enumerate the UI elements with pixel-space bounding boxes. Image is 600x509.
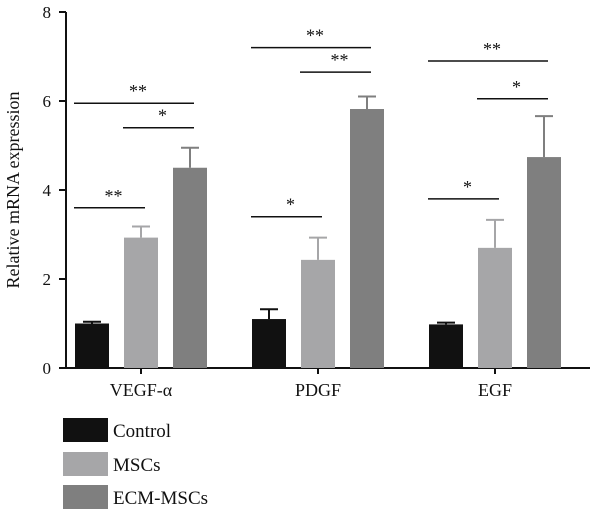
bar-ecm-mscs [173, 167, 207, 368]
significance-label: ** [306, 26, 324, 46]
bar-ecm-mscs [527, 157, 561, 368]
bar-control [429, 324, 463, 368]
significance-label: ** [483, 39, 501, 59]
significance-label: ** [331, 50, 349, 70]
x-tick-label: PDGF [295, 380, 341, 400]
y-tick-label: 6 [43, 92, 52, 111]
bar-ecm-mscs [350, 109, 384, 368]
significance-label: * [463, 177, 472, 197]
significance-label: ** [129, 81, 147, 101]
bars [75, 95, 561, 368]
y-axis-title: Relative mRNA expression [3, 92, 23, 289]
legend-label: MSCs [113, 455, 161, 476]
bar-control [75, 323, 109, 368]
significance-annotations: ************** [74, 26, 548, 218]
legend-swatch [63, 418, 108, 442]
legend: Control MSCs ECM-MSCs [63, 418, 208, 509]
significance-label: * [286, 195, 295, 215]
bar-mscs [124, 237, 158, 368]
x-tick-label: EGF [478, 380, 512, 400]
y-tick-label: 0 [43, 359, 52, 378]
bar-mscs [478, 247, 512, 368]
y-tick-label: 8 [43, 3, 52, 22]
x-tick-label: VEGF-α [110, 380, 173, 400]
bar-control [252, 319, 286, 368]
significance-label: * [512, 77, 521, 97]
y-tick-label: 4 [43, 181, 52, 200]
legend-label: ECM-MSCs [113, 488, 208, 509]
significance-label: * [158, 106, 167, 126]
significance-label: ** [105, 186, 123, 206]
y-tick-label: 2 [43, 270, 52, 289]
legend-swatch [63, 485, 108, 509]
legend-swatch [63, 452, 108, 476]
bar-mscs [301, 259, 335, 368]
legend-label: Control [113, 421, 171, 442]
